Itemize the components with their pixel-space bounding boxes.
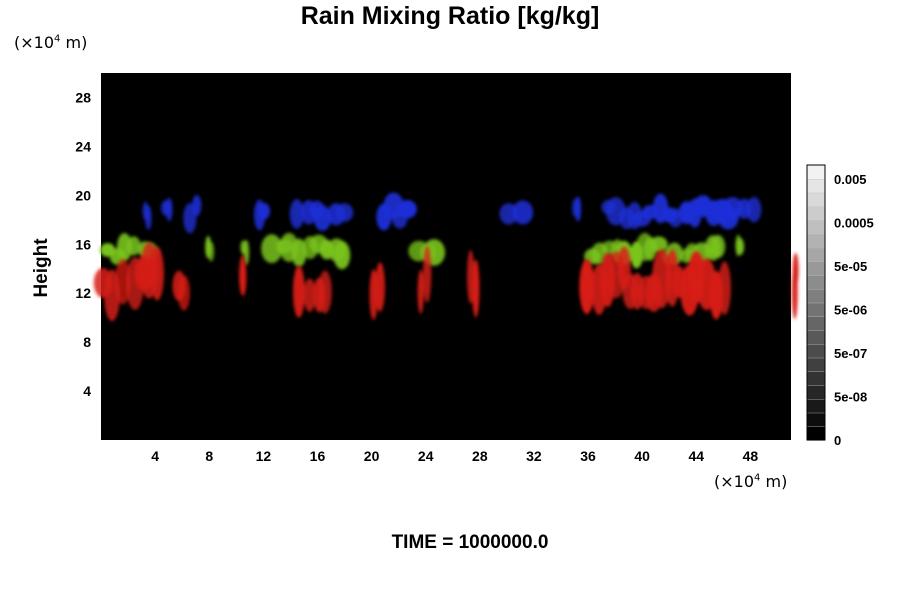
- y-tick-labels: 4 8 12 16 20 24 28: [75, 89, 91, 399]
- x-tick-label: 16: [310, 448, 326, 464]
- layer-2: [93, 242, 799, 322]
- colorbar-tick-label: 0.005: [834, 172, 867, 187]
- y-unit-prefix: (×10: [14, 33, 55, 52]
- colorbar-swatch: [806, 164, 826, 180]
- x-tick-label: 12: [256, 448, 272, 464]
- colorbar-swatch: [806, 384, 826, 400]
- layer-0-blob: [512, 200, 534, 225]
- x-tick-label: 32: [526, 448, 542, 464]
- colorbar-tick-labels: 0.005 0.0005 5e-05 5e-06 5e-07 5e-08 0: [834, 172, 874, 448]
- layer-1-blob: [710, 234, 726, 259]
- layer-1-blob: [126, 236, 141, 256]
- colorbar-swatch: [806, 261, 826, 276]
- layer-2-blob: [292, 265, 305, 318]
- layer-2-blob: [718, 261, 731, 315]
- x-tick-label: 4: [151, 448, 159, 464]
- x-tick-label: 40: [634, 448, 650, 464]
- time-label: TIME = 1000000.0: [391, 532, 549, 553]
- layer-0-blob: [313, 205, 332, 231]
- layer-1-blob: [261, 234, 283, 264]
- y-unit-suffix: m): [60, 33, 88, 52]
- layer-0-blob: [145, 205, 152, 230]
- layer-2-blob: [472, 259, 480, 318]
- x-tick-label: 48: [743, 448, 759, 464]
- colorbar-swatch: [806, 371, 826, 386]
- colorbar-swatch: [806, 302, 826, 317]
- layer-2-blob: [318, 270, 332, 314]
- layer-0-blob: [746, 196, 762, 223]
- layer-0-blob: [722, 197, 743, 220]
- layer-0-blob: [289, 199, 304, 229]
- y-axis-unit: (×104 m): [14, 33, 87, 52]
- y-tick-label: 20: [75, 187, 91, 203]
- x-tick-label: 44: [689, 448, 705, 464]
- layer-1-blob: [736, 238, 745, 255]
- layer-2-blob: [791, 264, 798, 320]
- layer-2-blob: [417, 269, 424, 314]
- layer-0: [142, 192, 762, 234]
- colorbar: [806, 164, 826, 441]
- colorbar-swatch: [806, 343, 826, 359]
- y-tick-label: 28: [75, 89, 91, 105]
- colorbar-swatch: [806, 178, 826, 194]
- colorbar-swatch: [806, 357, 826, 372]
- y-unit-exponent: 4: [54, 33, 61, 45]
- x-unit-exponent: 4: [754, 472, 761, 484]
- colorbar-swatch: [806, 288, 826, 304]
- x-tick-label: 24: [418, 448, 434, 464]
- colorbar-tick-label: 5e-07: [834, 346, 867, 361]
- colorbar-swatch: [806, 247, 826, 262]
- x-tick-label: 28: [472, 448, 488, 464]
- colorbar-swatch: [806, 219, 826, 235]
- layer-2-blob: [579, 259, 595, 315]
- y-tick-label: 4: [83, 383, 91, 399]
- layer-2-blob: [239, 255, 247, 296]
- x-tick-label: 36: [580, 448, 596, 464]
- layer-2-blob: [375, 262, 385, 312]
- colorbar-swatch: [806, 426, 826, 441]
- x-unit-prefix: (×10: [714, 472, 755, 491]
- data-layers: [93, 192, 799, 322]
- x-tick-label: 8: [205, 448, 213, 464]
- layer-0-blob: [575, 196, 582, 222]
- colorbar-frame: [806, 164, 826, 441]
- layer-0-blob: [335, 203, 354, 222]
- y-tick-label: 16: [75, 236, 91, 252]
- layer-1-blob: [649, 236, 668, 253]
- layer-2-blob: [150, 246, 164, 301]
- x-tick-label: 20: [364, 448, 380, 464]
- colorbar-swatch: [806, 398, 826, 414]
- colorbar-swatch: [806, 233, 826, 249]
- layer-2-blob: [177, 275, 191, 311]
- layer-0-blob: [397, 199, 417, 219]
- layer-1-blob: [208, 241, 215, 262]
- chart-title: Rain Mixing Ratio [kg/kg]: [300, 2, 600, 30]
- layer-2-blob: [422, 245, 432, 303]
- y-tick-label: 12: [75, 285, 91, 301]
- colorbar-tick-label: 5e-05: [834, 259, 867, 274]
- layer-0-blob: [257, 202, 271, 220]
- layer-1-blob: [333, 241, 351, 270]
- colorbar-tick-label: 0: [834, 433, 841, 448]
- layer-0-blob: [192, 194, 202, 217]
- layer-1-blob: [243, 239, 250, 266]
- colorbar-swatch: [806, 192, 826, 207]
- colorbar-tick-label: 0.0005: [834, 216, 874, 231]
- colorbar-swatch: [806, 316, 826, 331]
- x-tick-labels: 4 8 12 16 20 24 28 32 36 40 44 48: [151, 448, 758, 464]
- colorbar-swatch: [806, 206, 826, 221]
- colorbar-tick-label: 5e-06: [834, 303, 867, 318]
- colorbar-swatch: [806, 329, 826, 345]
- layer-2-blob: [303, 278, 316, 312]
- y-tick-label: 24: [75, 138, 91, 154]
- y-tick-label: 8: [83, 334, 91, 350]
- colorbar-swatch: [806, 274, 826, 290]
- x-unit-suffix: m): [760, 472, 788, 491]
- colorbar-swatch: [806, 412, 826, 427]
- colorbar-tick-label: 5e-08: [834, 390, 867, 405]
- x-axis-unit: (×104 m): [714, 472, 787, 491]
- layer-0-blob: [165, 197, 173, 222]
